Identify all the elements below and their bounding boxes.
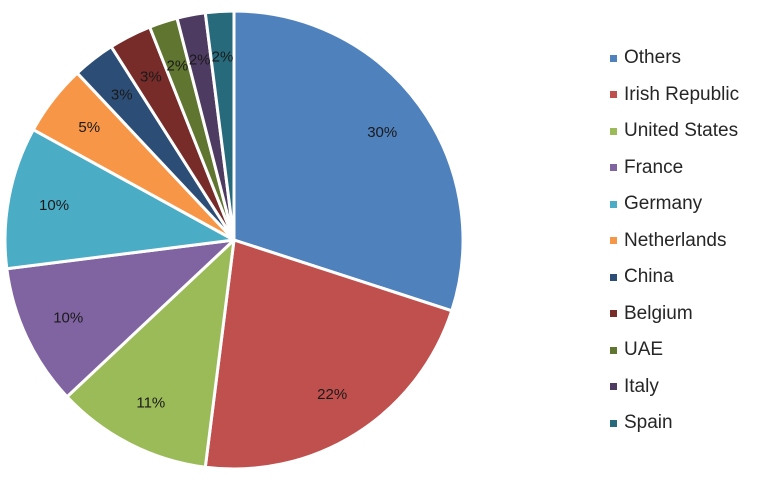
legend-item-irish-republic: Irish Republic [610,77,739,114]
legend-swatch [610,200,617,208]
legend-label: Belgium [624,302,693,324]
legend-item-france: France [610,150,739,187]
legend-label: Netherlands [624,229,727,251]
pie-slice-france [5,238,236,399]
legend-label: UAE [624,339,664,361]
legend-swatch [610,91,617,99]
legend-label: United States [624,120,739,142]
data-label-uae: 2% [167,57,189,74]
legend-swatch [610,237,617,245]
legend-item-belgium: Belgium [610,296,739,333]
data-label-germany: 10% [39,197,69,214]
legend-swatch [610,54,617,62]
pie-slice-united-states [65,238,236,469]
legend-item-china: China [610,259,739,296]
legend-label: France [624,156,684,178]
pie-slices [3,9,465,471]
pie-slice-irish-republic [203,238,454,471]
pie-slice-others [232,9,465,313]
legend-swatch [610,346,617,354]
data-label-others: 30% [367,124,397,141]
pie-slice-germany [3,128,236,271]
legend-label: Others [624,47,682,69]
legend-item-uae: UAE [610,332,739,369]
legend-item-netherlands: Netherlands [610,223,739,260]
legend-swatch [610,419,617,427]
legend-swatch [610,164,617,172]
data-label-spain: 2% [212,49,234,66]
legend-label: China [624,266,674,288]
data-label-italy: 2% [189,52,211,69]
legend-swatch [610,310,617,318]
legend-swatch [610,127,617,135]
legend-label: Irish Republic [624,83,740,105]
legend-item-others: Others [610,40,739,77]
legend-item-germany: Germany [610,186,739,223]
data-label-china: 3% [111,87,133,104]
legend-swatch [610,383,617,391]
legend-label: Spain [624,412,673,434]
legend-item-spain: Spain [610,405,739,442]
data-label-united-states: 11% [136,395,165,412]
legend-swatch [610,273,617,281]
legend: Others Irish Republic United States France G… [610,40,739,442]
data-label-belgium: 3% [140,68,162,85]
data-label-france: 10% [53,310,83,327]
data-label-netherlands: 5% [78,119,100,136]
legend-label: Germany [624,193,703,215]
legend-label: Italy [624,375,659,397]
legend-item-italy: Italy [610,369,739,406]
data-label-irish-republic: 22% [317,386,347,403]
pie-data-labels: 30%22%11%10%10%5%3%3%2% 2% 2% [39,49,397,412]
pie-slice-spain [203,9,236,242]
legend-item-united-states: United States [610,113,739,150]
